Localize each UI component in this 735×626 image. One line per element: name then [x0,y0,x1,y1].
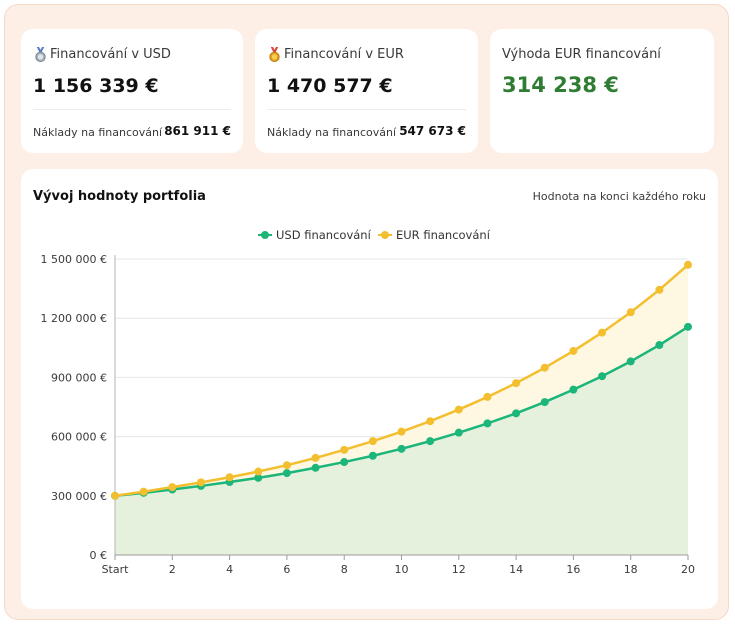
gold-medal-icon [269,47,280,62]
eur-data-point [540,363,549,372]
eur-data-point [368,437,377,446]
usd-data-point [540,398,549,407]
eur-data-point [311,453,320,462]
eur-final-value: 1 470 577 € [267,75,393,97]
x-tick-label: 4 [226,563,233,576]
usd-final-value: 1 156 339 € [33,75,159,97]
eur-data-point [139,487,148,496]
y-tick-label: 0 € [90,549,108,562]
x-tick-label: 18 [624,563,638,576]
usd-data-point [454,428,463,437]
eur-data-point [397,427,406,436]
eur-data-point [196,478,205,487]
usd-data-point [340,458,349,467]
eur-data-point [254,467,263,476]
advantage-card-title: Výhoda EUR financování [502,47,661,62]
x-tick-label: 12 [452,563,466,576]
eur-data-point [483,392,492,401]
usd-data-point [684,322,692,331]
eur-data-point [626,308,635,317]
chart-title: Vývoj hodnoty portfolia [33,189,206,204]
eur-area [115,264,688,496]
silver-medal-icon [35,47,46,62]
eur-card-divider [267,109,466,110]
usd-data-point [311,463,320,472]
eur-financing-card: Financování v EUR 1 470 577 € Náklady na… [255,29,478,153]
eur-cost-value: 547 673 € [399,124,466,138]
usd-data-point [282,469,291,478]
x-tick-label: 14 [509,563,523,576]
usd-data-point [569,385,578,394]
eur-data-point [168,483,177,492]
eur-data-point [426,417,435,426]
x-tick-label: 16 [566,563,580,576]
dashboard-frame: Financování v USD 1 156 339 € Náklady na… [4,4,729,620]
eur-data-point [655,285,664,294]
y-tick-label: 900 000 € [51,371,107,384]
eur-data-point [282,461,291,470]
eur-data-point [598,328,607,337]
x-tick-label: 2 [169,563,176,576]
eur-data-point [684,260,692,269]
usd-card-title: Financování v USD [50,47,171,62]
eur-cost-label: Náklady na financování [267,126,397,139]
eur-data-point [225,473,234,482]
eur-data-point [512,379,521,388]
x-tick-label: 20 [681,563,695,576]
y-tick-label: 1 500 000 € [41,253,107,266]
usd-data-point [483,419,492,428]
eur-advantage-card: Výhoda EUR financování 314 238 € [490,29,714,153]
usd-data-point [426,437,435,446]
eur-card-header: Financování v EUR [267,47,404,62]
x-tick-label: Start [102,563,130,576]
usd-data-point [397,444,406,453]
eur-data-point [569,346,578,355]
y-tick-label: 300 000 € [51,490,107,503]
usd-card-header: Financování v USD [33,47,171,62]
eur-legend-label: EUR financování [396,228,491,242]
usd-data-point [655,341,664,350]
usd-area [115,326,688,555]
eur-card-title: Financování v EUR [284,47,404,62]
usd-legend-label: USD financování [276,228,372,242]
usd-data-point [254,473,263,482]
x-tick-label: 10 [395,563,409,576]
usd-cost-value: 861 911 € [164,124,231,138]
eur-legend-marker [381,231,389,239]
eur-data-point [454,405,463,414]
usd-financing-card: Financování v USD 1 156 339 € Náklady na… [21,29,243,153]
eur-data-point [340,445,349,454]
advantage-card-header: Výhoda EUR financování [502,47,661,62]
advantage-value: 314 238 € [502,73,619,97]
portfolio-chart: 0 € 300 000 € 600 000 € 900 000 € 1 200 000 … [41,228,695,576]
usd-legend-marker [261,231,269,239]
x-tick-label: 8 [341,563,348,576]
usd-data-point [368,451,377,460]
usd-data-point [598,372,607,381]
x-tick-label: 6 [283,563,290,576]
usd-data-point [626,357,635,366]
portfolio-chart-card: Vývoj hodnoty portfolia Hodnota na konci… [21,169,718,609]
y-tick-label: 600 000 € [51,431,107,444]
usd-cost-label: Náklady na financování [33,126,163,139]
usd-data-point [512,409,521,418]
chart-subtitle: Hodnota na konci každého roku [532,190,706,203]
y-tick-label: 1 200 000 € [41,312,107,325]
usd-card-divider [33,109,231,110]
eur-data-point [111,491,119,500]
